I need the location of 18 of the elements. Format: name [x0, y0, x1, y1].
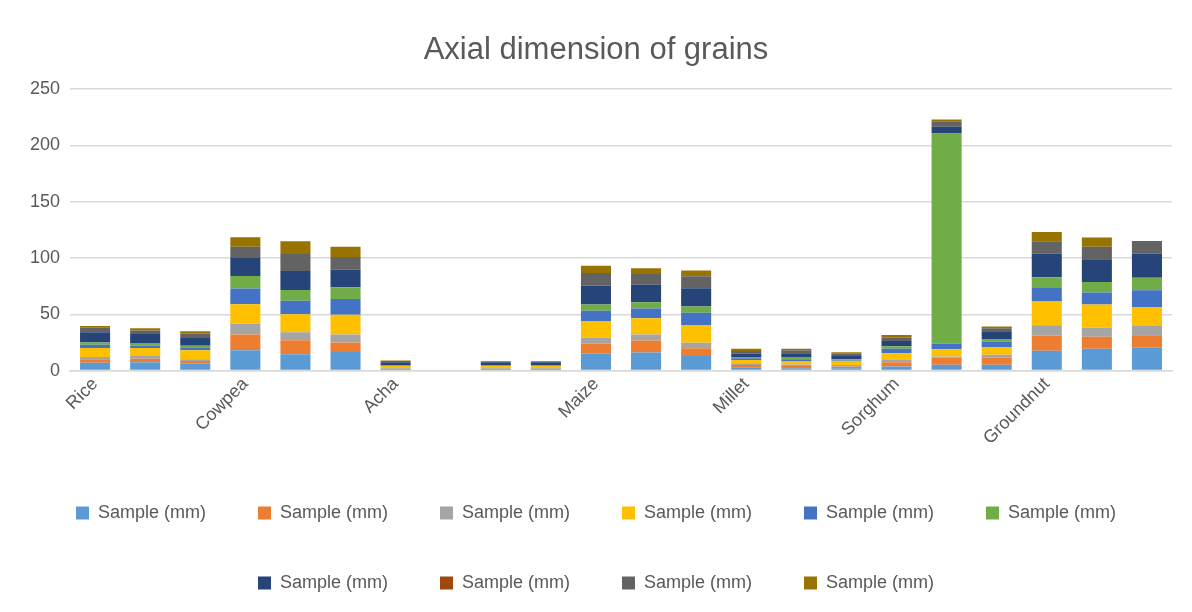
legend-label: Sample (mm): [97, 501, 206, 522]
legend-label: Sample (mm): [461, 501, 571, 522]
legend-label: Sample (mm): [461, 571, 571, 592]
legend-label: Sample (mm): [826, 501, 935, 522]
y-tick-label: 150: [29, 190, 61, 211]
x-tick-label: Rice: [61, 373, 102, 414]
legend-label: Sample (mm): [644, 571, 753, 592]
y-tick-label: 50: [40, 303, 61, 324]
legend-label: Sample (mm): [644, 501, 753, 522]
legend-label: Sample (mm): [1008, 501, 1117, 522]
y-tick-label: 250: [29, 78, 61, 99]
legend-label: Sample (mm): [826, 571, 935, 592]
legend-label: Sample (mm): [279, 571, 388, 592]
legend-label: Sample (mm): [279, 501, 388, 522]
y-tick-label: 100: [29, 247, 61, 267]
y-tick-label: 0: [50, 359, 61, 380]
chart-title: Axial dimension of grains: [423, 31, 769, 67]
y-tick-label: 200: [29, 134, 61, 155]
